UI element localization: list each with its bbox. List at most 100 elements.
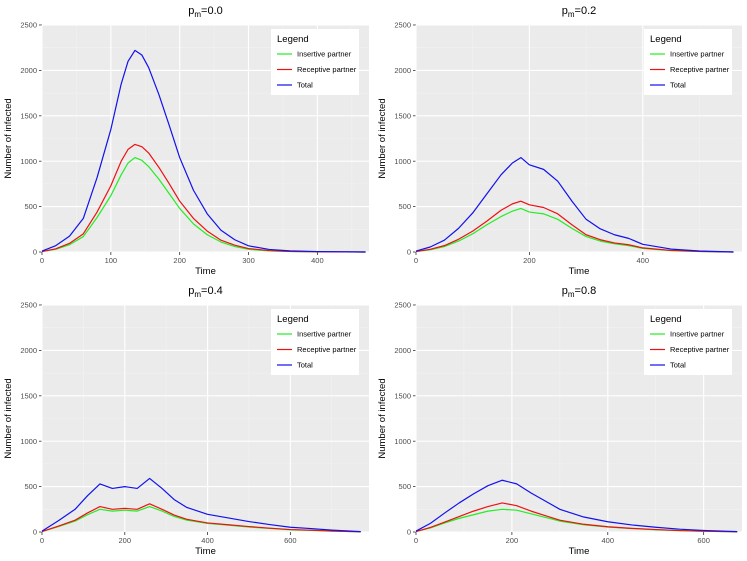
y-axis-label: Number of infected [377, 378, 388, 458]
title-prefix: p [562, 5, 568, 17]
legend: Legend Insertive partner Receptive partner… [271, 309, 359, 375]
chart-panel-4: 0 500 1000 1500 2000 2500 0 200 400 600 pm=0.8 Time… [377, 285, 742, 557]
x-tick-label: 200 [173, 256, 186, 265]
x-tick-label: 600 [284, 536, 297, 545]
y-tick-label: 1500 [394, 111, 411, 120]
y-tick-label: 1500 [394, 391, 411, 400]
legend-entry-label: Total [297, 81, 313, 90]
legend-entry-label: Receptive partner [670, 345, 730, 354]
x-tick-label: 400 [201, 536, 214, 545]
y-tick-label: 0 [407, 248, 411, 257]
legend-title: Legend [650, 314, 682, 325]
x-tick-label: 300 [242, 256, 255, 265]
x-axis-label: Time [569, 266, 590, 277]
x-tick-label: 0 [40, 256, 44, 265]
title-prefix: p [188, 285, 194, 297]
legend: Legend Insertive partner Receptive partner… [644, 309, 732, 375]
legend-entry-label: Total [670, 361, 686, 370]
legend-title: Legend [650, 34, 682, 45]
legend-box [644, 309, 732, 375]
title-suffix: =0.4 [201, 285, 223, 297]
x-tick-label: 200 [523, 256, 536, 265]
title-subscript: m [194, 10, 201, 19]
title-subscript: m [194, 290, 201, 299]
series-line-total [41, 49, 366, 253]
y-axis-label: Number of infected [3, 98, 14, 178]
x-tick-label: 400 [311, 256, 324, 265]
x-axis-label: Time [195, 266, 216, 277]
x-tick-label: 0 [40, 536, 44, 545]
chart-title: pm=0.8 [562, 285, 597, 299]
series-line-receptive-partner [41, 503, 361, 533]
x-tick-label: 200 [119, 536, 132, 545]
series-line-receptive-partner [415, 200, 734, 253]
y-tick-label: 0 [33, 528, 37, 537]
x-tick-label: 200 [506, 536, 519, 545]
legend-entry-label: Insertive partner [297, 330, 352, 339]
y-tick-label: 500 [24, 202, 37, 211]
x-axis-label: Time [569, 546, 590, 557]
y-tick-label: 2000 [394, 346, 411, 355]
y-tick-label: 1000 [20, 437, 37, 446]
legend-title: Legend [277, 34, 309, 45]
y-tick-label: 500 [398, 482, 411, 491]
y-tick-label: 2500 [20, 21, 37, 30]
legend-title: Legend [277, 314, 309, 325]
y-tick-label: 2500 [394, 301, 411, 310]
legend-entry-label: Total [297, 361, 313, 370]
y-tick-label: 2000 [20, 346, 37, 355]
legend-entry-label: Receptive partner [670, 65, 730, 74]
legend-box [271, 29, 359, 95]
chart-title: pm=0.2 [562, 5, 597, 19]
y-tick-label: 0 [407, 528, 411, 537]
x-axis-label: Time [195, 546, 216, 557]
chart-panel-1: 0 500 1000 1500 2000 2500 0 100 200 300 400 pm=0.0 T… [3, 5, 369, 277]
legend: Legend Insertive partner Receptive partner… [271, 29, 359, 95]
x-tick-label: 400 [602, 536, 615, 545]
legend-box [271, 309, 359, 375]
chart-panel-2: 0 500 1000 1500 2000 2500 0 200 400 pm=0.2 Time Num… [377, 5, 742, 277]
x-tick-label: 0 [414, 256, 418, 265]
title-prefix: p [562, 285, 568, 297]
chart-title: pm=0.4 [188, 285, 223, 299]
title-subscript: m [568, 290, 575, 299]
y-tick-label: 2500 [394, 21, 411, 30]
y-tick-label: 0 [33, 248, 37, 257]
x-tick-label: 100 [105, 256, 118, 265]
y-axis-label: Number of infected [377, 98, 388, 178]
series-line-total [41, 477, 361, 533]
y-tick-label: 500 [398, 202, 411, 211]
legend-entry-label: Insertive partner [670, 330, 725, 339]
y-tick-label: 2500 [20, 301, 37, 310]
y-tick-label: 2000 [20, 66, 37, 75]
x-tick-label: 0 [414, 536, 418, 545]
legend-box [644, 29, 732, 95]
title-suffix: =0.0 [201, 5, 223, 17]
title-suffix: =0.8 [575, 285, 597, 297]
legend-entry-label: Receptive partner [297, 65, 357, 74]
series-line-total [415, 479, 738, 533]
series-line-receptive-partner [41, 143, 366, 253]
legend-entry-label: Total [670, 81, 686, 90]
legend-entry-label: Insertive partner [670, 50, 725, 59]
title-prefix: p [188, 5, 194, 17]
y-tick-label: 2000 [394, 66, 411, 75]
y-axis-label: Number of infected [3, 378, 14, 458]
y-tick-label: 1500 [20, 391, 37, 400]
y-tick-label: 500 [24, 482, 37, 491]
title-suffix: =0.2 [575, 5, 597, 17]
title-subscript: m [568, 10, 575, 19]
legend-entry-label: Receptive partner [297, 345, 357, 354]
y-tick-label: 1500 [20, 111, 37, 120]
chart-title: pm=0.0 [188, 5, 223, 19]
legend: Legend Insertive partner Receptive partner… [644, 29, 732, 95]
x-tick-label: 400 [637, 256, 650, 265]
y-tick-label: 1000 [20, 157, 37, 166]
y-tick-label: 1000 [394, 157, 411, 166]
chart-panel-3: 0 500 1000 1500 2000 2500 0 200 400 600 pm=0.4 Time… [3, 285, 369, 557]
x-tick-label: 600 [697, 536, 710, 545]
y-tick-label: 1000 [394, 437, 411, 446]
legend-entry-label: Insertive partner [297, 50, 352, 59]
series-line-receptive-partner [415, 502, 738, 533]
